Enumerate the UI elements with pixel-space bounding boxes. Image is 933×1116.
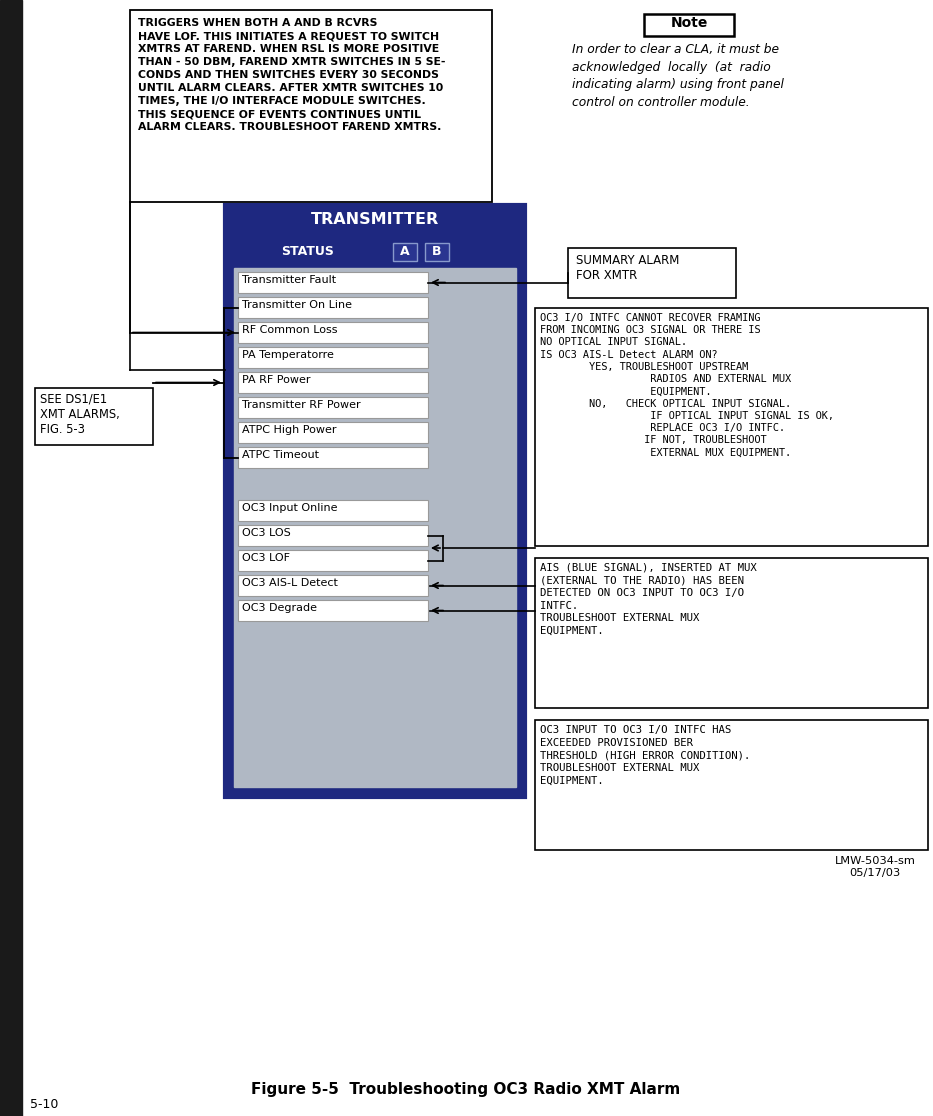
Text: SEE DS1/E1
XMT ALARMS,
FIG. 5-3: SEE DS1/E1 XMT ALARMS, FIG. 5-3: [40, 393, 119, 436]
Text: OC3 LOS: OC3 LOS: [242, 528, 291, 538]
Bar: [238, 347, 428, 368]
Bar: [238, 500, 428, 521]
Bar: [0, 0, 22, 1116]
Text: RF Common Loss: RF Common Loss: [242, 325, 338, 335]
Text: PA RF Power: PA RF Power: [242, 375, 311, 385]
Text: Transmitter Fault: Transmitter Fault: [242, 275, 336, 285]
Text: ATPC Timeout: ATPC Timeout: [242, 450, 319, 460]
Bar: [238, 600, 428, 620]
Bar: [535, 308, 928, 546]
Text: 5-10: 5-10: [30, 1098, 59, 1112]
Text: AIS (BLUE SIGNAL), INSERTED AT MUX
(EXTERNAL TO THE RADIO) HAS BEEN
DETECTED ON : AIS (BLUE SIGNAL), INSERTED AT MUX (EXTE…: [540, 562, 757, 636]
Bar: [130, 10, 492, 202]
Text: PA Temperatorre: PA Temperatorre: [242, 350, 334, 360]
Bar: [238, 422, 428, 443]
Text: OC3 Input Online: OC3 Input Online: [242, 503, 338, 513]
Text: ATPC High Power: ATPC High Power: [242, 425, 337, 435]
Bar: [225, 205, 525, 797]
Bar: [238, 550, 428, 571]
Bar: [238, 372, 428, 393]
Bar: [425, 243, 449, 261]
Bar: [238, 397, 428, 418]
Bar: [238, 448, 428, 468]
Text: B: B: [432, 246, 441, 258]
Bar: [229, 242, 387, 264]
Bar: [238, 525, 428, 546]
Bar: [644, 15, 734, 36]
Bar: [238, 272, 428, 294]
Text: OC3 Degrade: OC3 Degrade: [242, 603, 317, 613]
Bar: [568, 248, 736, 298]
Text: TRANSMITTER: TRANSMITTER: [311, 212, 439, 227]
Bar: [229, 209, 521, 239]
Bar: [238, 575, 428, 596]
Text: STATUS: STATUS: [282, 246, 334, 258]
Text: LMW-5034-sm
05/17/03: LMW-5034-sm 05/17/03: [834, 856, 915, 877]
Bar: [35, 388, 153, 445]
Bar: [393, 243, 417, 261]
Text: OC3 INPUT TO OC3 I/O INTFC HAS
EXCEEDED PROVISIONED BER
THRESHOLD (HIGH ERROR CO: OC3 INPUT TO OC3 I/O INTFC HAS EXCEEDED …: [540, 725, 750, 786]
Bar: [238, 297, 428, 318]
Text: A: A: [400, 246, 410, 258]
Text: SUMMARY ALARM
FOR XMTR: SUMMARY ALARM FOR XMTR: [576, 254, 679, 282]
Text: Transmitter RF Power: Transmitter RF Power: [242, 400, 361, 410]
Text: OC3 LOF: OC3 LOF: [242, 554, 290, 562]
Text: In order to clear a CLA, it must be
acknowledged  locally  (at  radio
indicating: In order to clear a CLA, it must be ackn…: [572, 44, 784, 108]
Text: Transmitter On Line: Transmitter On Line: [242, 300, 352, 310]
Bar: [234, 268, 516, 787]
Text: OC3 AIS-L Detect: OC3 AIS-L Detect: [242, 578, 338, 588]
Bar: [535, 558, 928, 708]
Bar: [238, 323, 428, 343]
Bar: [535, 720, 928, 850]
Text: Note: Note: [670, 16, 708, 30]
Text: TRIGGERS WHEN BOTH A AND B RCVRS
HAVE LOF. THIS INITIATES A REQUEST TO SWITCH
XM: TRIGGERS WHEN BOTH A AND B RCVRS HAVE LO…: [138, 18, 445, 133]
Text: Figure 5-5  Troubleshooting OC3 Radio XMT Alarm: Figure 5-5 Troubleshooting OC3 Radio XMT…: [251, 1083, 681, 1097]
Text: OC3 I/O INTFC CANNOT RECOVER FRAMING
FROM INCOMING OC3 SIGNAL OR THERE IS
NO OPT: OC3 I/O INTFC CANNOT RECOVER FRAMING FRO…: [540, 312, 834, 458]
